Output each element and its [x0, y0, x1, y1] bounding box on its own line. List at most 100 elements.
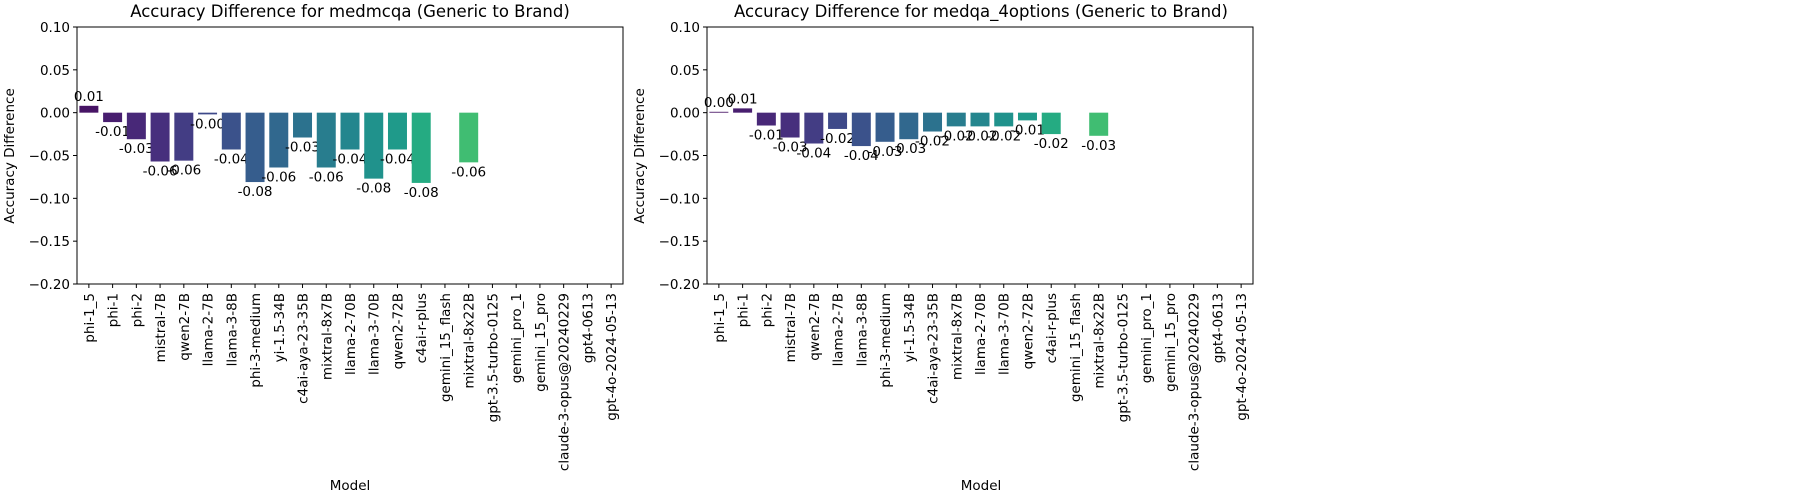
chart-panel-medqa-4options: Accuracy Difference for medqa_4options (… [632, 2, 1254, 494]
bar [103, 112, 123, 123]
y-tick-label: 0.00 [40, 106, 70, 122]
x-tick-label: gpt-4o-2024-05-13 [604, 293, 620, 421]
bar [221, 112, 241, 150]
bar-value-label: -0.04 [796, 146, 831, 162]
bar [804, 112, 824, 144]
bar-value-label: -0.06 [261, 169, 296, 185]
bar-value-label: -0.04 [214, 152, 249, 168]
x-tick-label: gemini_pro_1 [509, 293, 525, 383]
bar-value-label: -0.03 [773, 140, 808, 156]
bar-value-label: -0.03 [285, 140, 320, 156]
bar-value-label: -0.08 [404, 185, 439, 201]
chart-title: Accuracy Difference for medmcqa (Generic… [130, 2, 570, 21]
bar [828, 112, 848, 129]
x-tick-label: yi-1.5-34B [902, 293, 918, 362]
x-tick-label: phi-1 [106, 293, 122, 327]
chart-panel-medmcqa: Accuracy Difference for medmcqa (Generic… [2, 2, 624, 494]
bar [1089, 112, 1109, 136]
bar-value-label: -0.01 [95, 124, 130, 140]
x-tick-label: gemini_15_flash [1068, 293, 1084, 402]
y-tick-label: 0.05 [40, 63, 70, 79]
bar-value-label: -0.02 [986, 128, 1021, 144]
x-tick-label: llama-2-70B [343, 293, 359, 375]
bar-value-label: -0.03 [891, 141, 926, 157]
x-tick-label: claude-3-opus@20240229 [1187, 293, 1203, 471]
bar [269, 112, 289, 168]
x-tick-label: gemini_15_pro [533, 293, 549, 392]
y-tick-label: −0.10 [29, 191, 70, 207]
bar [459, 112, 479, 163]
bar-value-label: -0.06 [451, 164, 486, 180]
y-tick-label: −0.10 [659, 191, 700, 207]
bar [733, 108, 753, 113]
x-tick-label: c4ai-r-plus [414, 293, 430, 363]
bar [946, 112, 966, 127]
bar [174, 112, 194, 161]
x-tick-label: llama-3-8B [854, 293, 870, 366]
bar-value-label: -0.03 [1081, 138, 1116, 154]
x-tick-label: llama-2-7B [831, 293, 847, 366]
x-tick-label: c4ai-r-plus [1044, 293, 1060, 363]
x-tick-label: llama-2-7B [201, 293, 217, 366]
bar-value-label: -0.03 [868, 144, 903, 160]
bar-value-label: -0.06 [166, 163, 201, 179]
bar-value-label: 0.01 [74, 89, 104, 105]
bar [411, 112, 431, 183]
x-tick-label: mixtral-8x22B [1092, 293, 1108, 389]
x-tick-label: c4ai-aya-23-35B [926, 293, 942, 404]
bar [994, 112, 1014, 127]
y-tick-label: −0.20 [29, 277, 70, 293]
bar [1041, 112, 1061, 135]
bar-value-label: -0.04 [333, 152, 368, 168]
x-tick-label: gemini_15_flash [438, 293, 454, 402]
bar [709, 111, 729, 113]
bar-value-label: -0.04 [380, 152, 415, 168]
x-tick-label: claude-3-opus@20240229 [557, 293, 573, 471]
x-tick-label: llama-3-70B [997, 293, 1013, 375]
x-tick-label: gpt-3.5-turbo-0125 [1115, 293, 1131, 422]
x-tick-label: llama-3-8B [224, 293, 240, 366]
x-tick-label: phi-3-medium [248, 293, 264, 388]
bar [970, 112, 990, 127]
x-tick-label: gpt4-0613 [1210, 293, 1226, 363]
x-tick-label: mistral-7B [153, 293, 169, 363]
bar-value-label: -0.06 [143, 163, 178, 179]
x-tick-label: mixtral-8x7B [949, 293, 965, 380]
x-tick-label: yi-1.5-34B [272, 293, 288, 362]
bar [126, 112, 146, 140]
x-tick-label: phi-1_5 [712, 293, 728, 343]
bar [340, 112, 360, 150]
bar [316, 112, 336, 168]
bar [923, 112, 943, 132]
x-axis-label: Model [330, 478, 371, 494]
y-axis-label: Accuracy Difference [2, 88, 18, 224]
bar-value-label: -0.00 [190, 116, 225, 132]
bar-value-label: -0.03 [119, 141, 154, 157]
bar [364, 112, 384, 179]
x-tick-label: qwen2-7B [177, 293, 193, 361]
bar-value-label: -0.01 [749, 128, 784, 144]
bar [245, 112, 265, 183]
x-tick-label: phi-2 [759, 293, 775, 327]
bar-value-label: -0.08 [356, 181, 391, 197]
bar [387, 112, 407, 150]
x-tick-label: llama-3-70B [367, 293, 383, 375]
x-tick-label: gpt4-0613 [580, 293, 596, 363]
x-tick-label: phi-2 [129, 293, 145, 327]
x-tick-label: qwen2-72B [1020, 293, 1036, 369]
bar-value-label: -0.02 [915, 134, 950, 150]
y-tick-label: −0.15 [659, 234, 700, 250]
bar [1017, 112, 1037, 121]
bar [79, 105, 99, 113]
y-tick-label: 0.00 [670, 106, 700, 122]
bar [756, 112, 776, 126]
x-axis-label: Model [961, 478, 1002, 494]
bar-value-label: -0.06 [309, 169, 344, 185]
y-tick-label: −0.05 [659, 149, 700, 165]
bar [875, 112, 895, 142]
x-tick-label: gpt-4o-2024-05-13 [1234, 293, 1250, 421]
x-tick-label: gemini_pro_1 [1139, 293, 1155, 383]
x-tick-label: phi-1_5 [82, 293, 98, 343]
bar [293, 112, 313, 138]
